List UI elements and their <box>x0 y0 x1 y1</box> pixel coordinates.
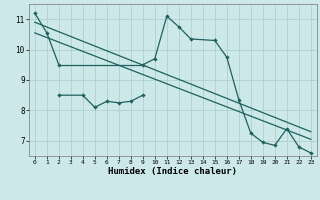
X-axis label: Humidex (Indice chaleur): Humidex (Indice chaleur) <box>108 167 237 176</box>
